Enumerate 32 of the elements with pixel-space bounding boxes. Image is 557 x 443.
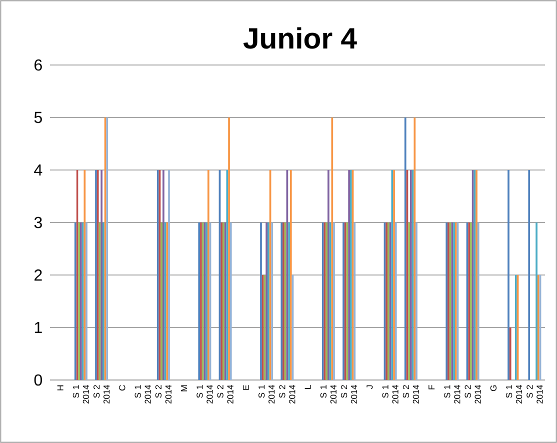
x-tick-label: S 1 2014 [258,384,275,404]
x-tick-label: H [57,385,64,390]
x-tick-label: S 2 2014 [217,384,234,404]
x-tick-label: G [490,385,497,392]
x-tick-label: E [242,385,249,390]
y-tick-label: 0 [34,374,42,386]
y-tick-label: 1 [34,322,42,334]
x-tick-label: S 1 2014 [506,384,522,404]
y-tick-label: 2 [34,269,42,281]
x-tick-label: S 1 2014 [196,384,213,404]
y-tick-label: 3 [34,216,42,228]
chart-title: Junior 4 [243,27,357,49]
x-tick-label: S 2 2014 [341,384,358,404]
x-tick-label: S 2 2014 [526,384,543,404]
x-tick-label: S 1 2014 [444,384,460,404]
x-tick-label: F [428,385,435,390]
x-tick-label: C [119,385,126,391]
x-tick-label: S 2 2014 [464,384,481,404]
x-tick-label: S 1 2014 [134,384,151,404]
x-tick-label: S 2 2014 [94,384,110,404]
y-tick-label: 5 [34,112,42,124]
x-tick-label: M [181,385,188,392]
y-tick-label: 4 [34,164,42,176]
x-tick-label: S 2 2014 [402,384,420,404]
x-tick-label: J [366,385,373,389]
x-tick-label: S 1 2014 [320,384,337,404]
y-tick-label: 6 [34,59,42,71]
x-tick-label: S 1 2014 [72,384,90,404]
x-tick-label: S 2 2014 [155,384,172,404]
x-tick-label: S 2 2014 [279,384,296,404]
x-tick-label: S 1 2014 [382,384,398,404]
x-tick-label: L [304,384,311,389]
